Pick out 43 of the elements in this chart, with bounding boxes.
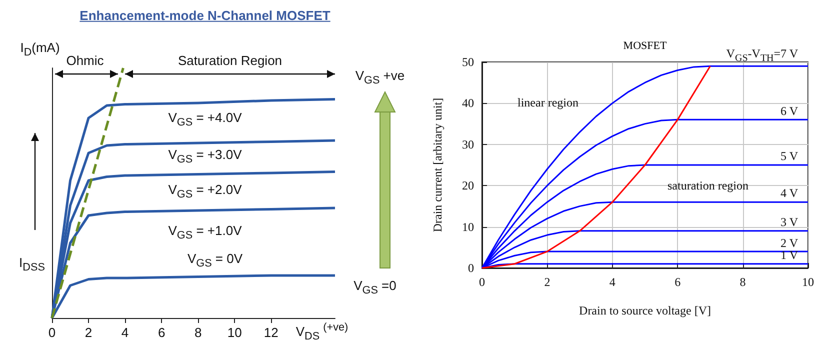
text: I$_{DSS}$ xyxy=(19,254,45,274)
x-tick-label: 4 xyxy=(121,325,129,340)
x-tick-label: 6 xyxy=(674,275,681,289)
series-label: 2 V xyxy=(780,235,798,250)
x-tick-label: 0 xyxy=(479,275,485,289)
x-tick-label: 0 xyxy=(48,325,56,340)
x-tick-label: 10 xyxy=(802,275,814,289)
chart-title: MOSFET xyxy=(623,40,667,52)
series-label: 1 V xyxy=(780,248,798,262)
annotation: saturation region xyxy=(668,178,748,193)
y-tick-label: 0 xyxy=(468,261,474,275)
series-label: 4 V xyxy=(780,186,798,200)
series-label: 3 V xyxy=(780,214,798,229)
text: V$_{GS}$ +ve xyxy=(355,68,405,88)
x-tick-label: 8 xyxy=(194,325,202,340)
text: V$_{GS}$ =0 xyxy=(354,278,396,298)
x-axis-title: Drain to source voltage [V] xyxy=(579,303,711,318)
x-tick-label: 12 xyxy=(264,325,278,340)
series-label: 5 V xyxy=(780,148,798,163)
text: Ohmic xyxy=(66,52,104,68)
y-tick-label: 10 xyxy=(462,220,474,234)
x-tick-label: 2 xyxy=(544,275,550,289)
x-tick-label: 2 xyxy=(84,325,92,340)
annotation: V$_{GS}$ = +1.0V xyxy=(168,222,242,242)
annotation: V$_{GS}$ = +3.0V xyxy=(168,146,242,166)
series-label: V$_{GS}$-V$_{TH}$=7 V xyxy=(726,46,798,64)
chart-title: Enhancement-mode N-Channel MOSFET xyxy=(80,8,330,24)
y-axis-title: Drain current [arbitary unit] xyxy=(430,98,445,232)
y-tick-label: 50 xyxy=(462,55,474,69)
annotation: V$_{GS}$ = +2.0V xyxy=(168,182,242,202)
text: Saturation Region xyxy=(178,52,282,68)
x-tick-label: 10 xyxy=(227,325,242,340)
y-tick-label: 20 xyxy=(462,178,474,193)
y-tick-label: 40 xyxy=(462,96,474,110)
x-tick-label: 4 xyxy=(609,275,616,289)
x-tick-label: 6 xyxy=(158,325,166,340)
x-tick-label: 8 xyxy=(740,275,746,289)
annotation: V$_{GS}$ = +4.0V xyxy=(168,110,242,130)
annotation: V$_{GS}$ = 0V xyxy=(187,250,243,270)
series-label: 6 V xyxy=(780,103,798,118)
y-tick-label: 30 xyxy=(462,137,474,152)
y-axis-title: I$_{D}$(mA) xyxy=(20,40,60,60)
annotation: linear region xyxy=(518,95,578,110)
